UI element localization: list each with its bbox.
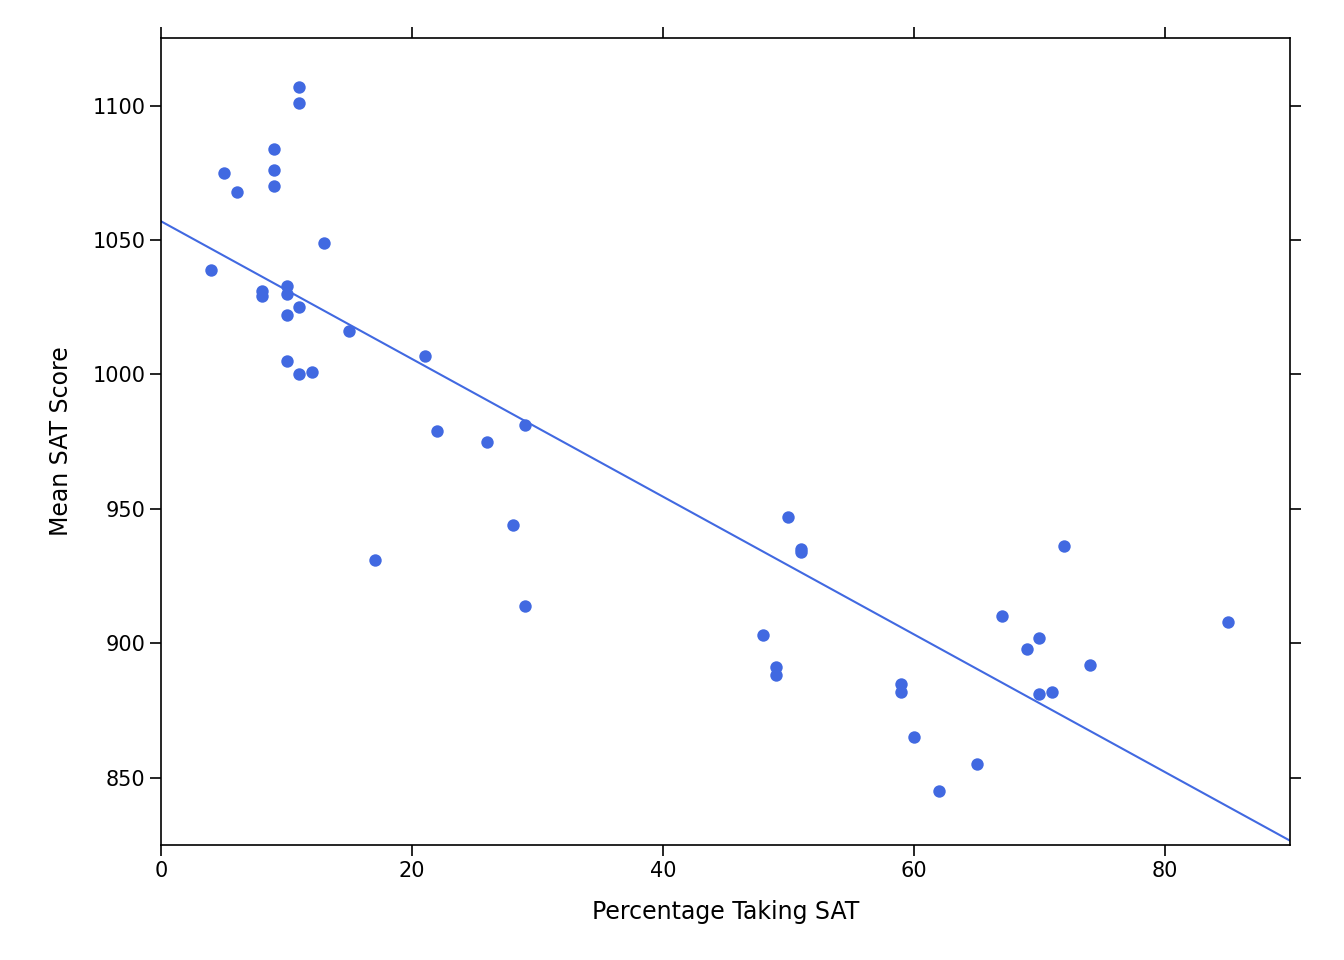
Point [515,598,536,613]
Point [263,179,285,194]
Point [891,676,913,691]
Point [1042,684,1063,699]
Point [765,660,786,675]
X-axis label: Percentage Taking SAT: Percentage Taking SAT [593,900,859,924]
Point [276,278,297,294]
Point [477,434,499,449]
Point [991,609,1012,624]
Point [501,517,523,533]
Point [414,348,435,363]
Point [226,184,247,200]
Point [1028,686,1050,702]
Point [200,262,222,277]
Point [251,289,273,304]
Point [289,95,310,110]
Point [263,162,285,178]
Point [289,300,310,315]
Point [426,423,448,439]
Point [276,353,297,369]
Y-axis label: Mean SAT Score: Mean SAT Score [48,347,73,537]
Point [276,286,297,301]
Point [515,418,536,433]
Point [966,756,988,772]
Point [903,730,925,745]
Point [1216,614,1238,630]
Point [301,364,323,379]
Point [891,684,913,699]
Point [276,307,297,323]
Point [778,509,800,524]
Point [1054,539,1075,554]
Point [214,165,235,180]
Point [1016,641,1038,657]
Point [1028,630,1050,645]
Point [313,235,335,251]
Point [339,324,360,339]
Point [289,367,310,382]
Point [1079,657,1101,672]
Point [251,283,273,299]
Point [263,141,285,156]
Point [790,541,812,557]
Point [753,628,774,643]
Point [364,552,386,567]
Point [929,783,950,799]
Point [289,79,310,94]
Point [790,544,812,560]
Point [765,668,786,684]
